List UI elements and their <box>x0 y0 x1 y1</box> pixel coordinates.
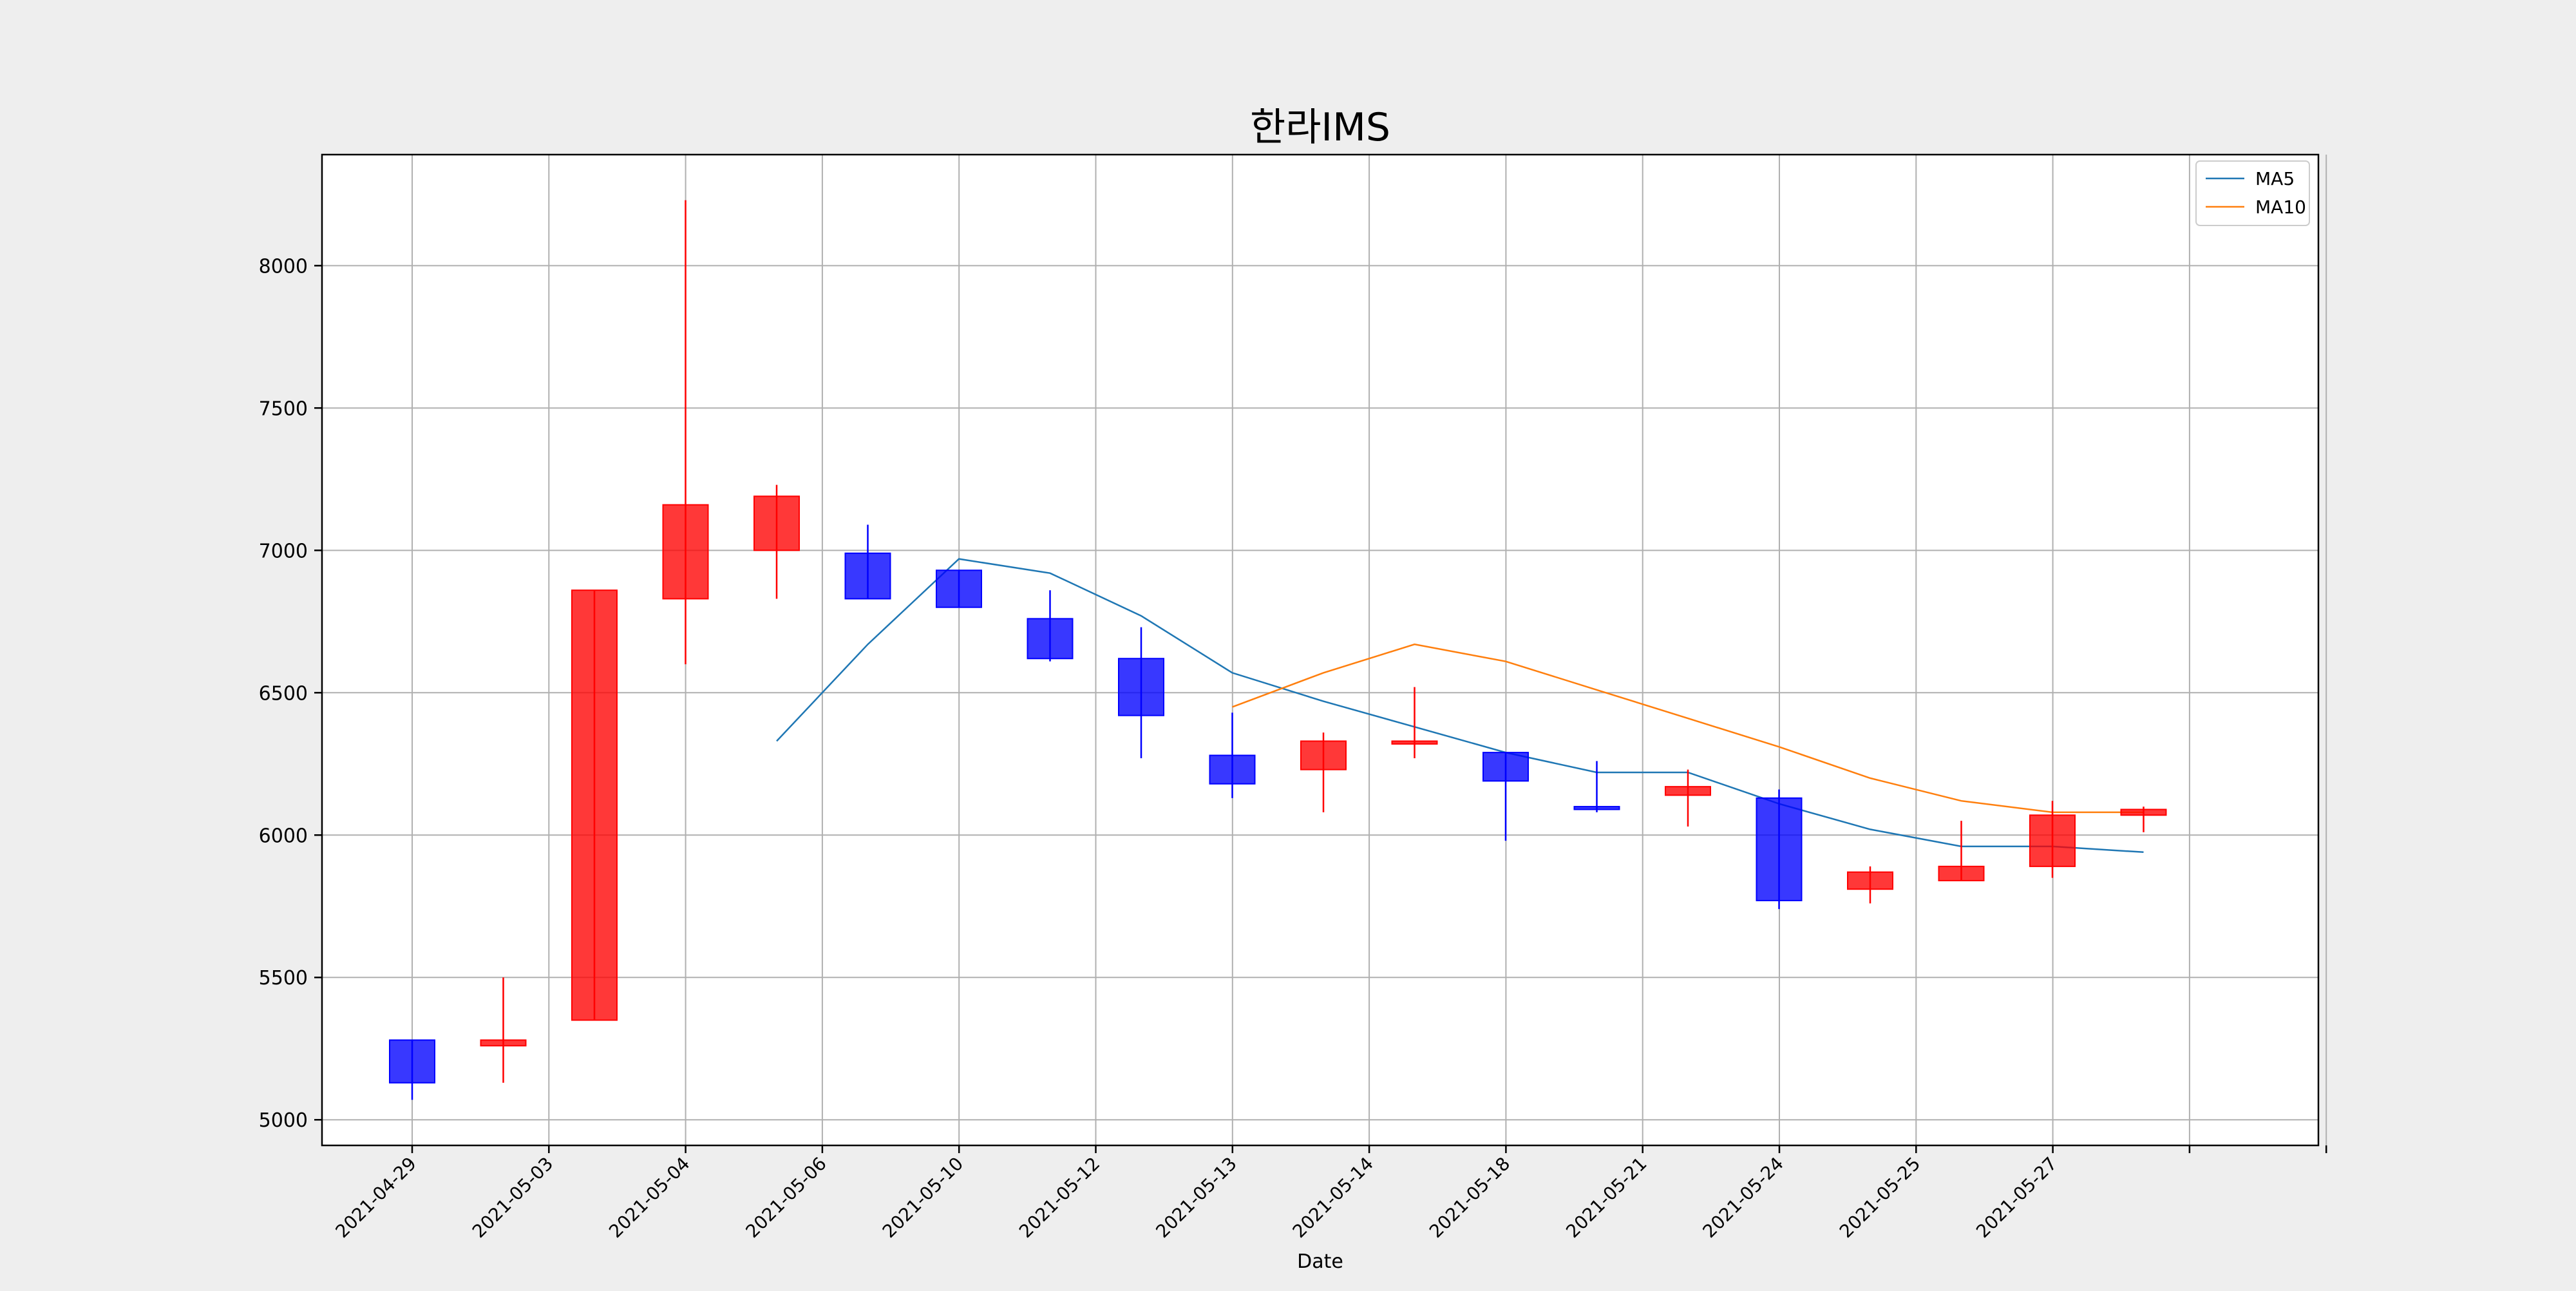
x-tick-label: 2021-05-13 <box>1151 1153 1240 1242</box>
candle-body-up <box>1847 871 1893 890</box>
candle-body-up <box>571 589 618 1021</box>
y-tick-label: 8000 <box>259 255 308 278</box>
candle-body-up <box>2029 814 2076 867</box>
x-tick-label: 2021-05-21 <box>1562 1153 1651 1242</box>
candle-body-down <box>844 552 891 600</box>
legend-ma5-label: MA5 <box>2255 168 2295 189</box>
candle-body-up <box>1391 740 1438 745</box>
candle-body-up <box>1665 786 1711 796</box>
y-tick-label: 7000 <box>259 540 308 562</box>
plot-area <box>322 155 2318 1145</box>
series-line-ma10 <box>1232 643 2144 814</box>
y-tick-label: 7500 <box>259 397 308 420</box>
plot-frame <box>321 153 2320 1147</box>
x-tick-label: 2021-05-12 <box>1015 1153 1104 1242</box>
chart-title: 한라IMS <box>1250 105 1390 150</box>
candle-body-up <box>753 495 800 551</box>
candle-body-up <box>1938 865 1985 881</box>
x-tick-label: 2021-05-10 <box>878 1153 967 1242</box>
x-tick-label: 2021-04-29 <box>332 1153 421 1242</box>
y-tick-label: 6000 <box>259 825 308 847</box>
candle-body-down <box>389 1039 435 1084</box>
y-tick-label: 6500 <box>259 682 308 705</box>
candles <box>389 200 2167 1100</box>
candle-body-down <box>1573 806 1620 810</box>
candle-body-down <box>1209 754 1256 785</box>
legend-ma10-label: MA10 <box>2255 196 2306 218</box>
grid-lines <box>322 155 2327 1145</box>
y-tick-label: 5500 <box>259 967 308 990</box>
candle-body-down <box>1482 752 1529 782</box>
candle-body-down <box>1118 658 1164 716</box>
candle-body-up <box>662 504 709 600</box>
candle-body-up <box>2120 808 2167 816</box>
legend-box <box>2195 160 2310 226</box>
x-tick-label: 2021-05-14 <box>1289 1153 1378 1242</box>
x-axis-label: Date <box>1297 1250 1343 1273</box>
candle-body-up <box>1300 740 1347 770</box>
x-tick-label: 2021-05-25 <box>1835 1153 1924 1242</box>
candle-body-down <box>936 569 982 608</box>
x-tick-label: 2021-05-03 <box>468 1153 557 1242</box>
candle-body-down <box>1027 618 1074 660</box>
series-line-ma5 <box>776 558 2144 854</box>
x-tick-label: 2021-05-18 <box>1425 1153 1514 1242</box>
moving-average-lines <box>776 558 2144 854</box>
candle-body-down <box>1756 797 1803 901</box>
candle-body-up <box>480 1039 527 1047</box>
x-tick-label: 2021-05-06 <box>741 1153 830 1242</box>
legend: MA5 MA10 <box>2195 160 2310 226</box>
y-tick-label: 5000 <box>259 1109 308 1132</box>
x-tick-label: 2021-05-24 <box>1699 1153 1788 1242</box>
x-tick-label: 2021-05-27 <box>1972 1153 2061 1242</box>
x-tick-label: 2021-05-04 <box>605 1153 694 1242</box>
